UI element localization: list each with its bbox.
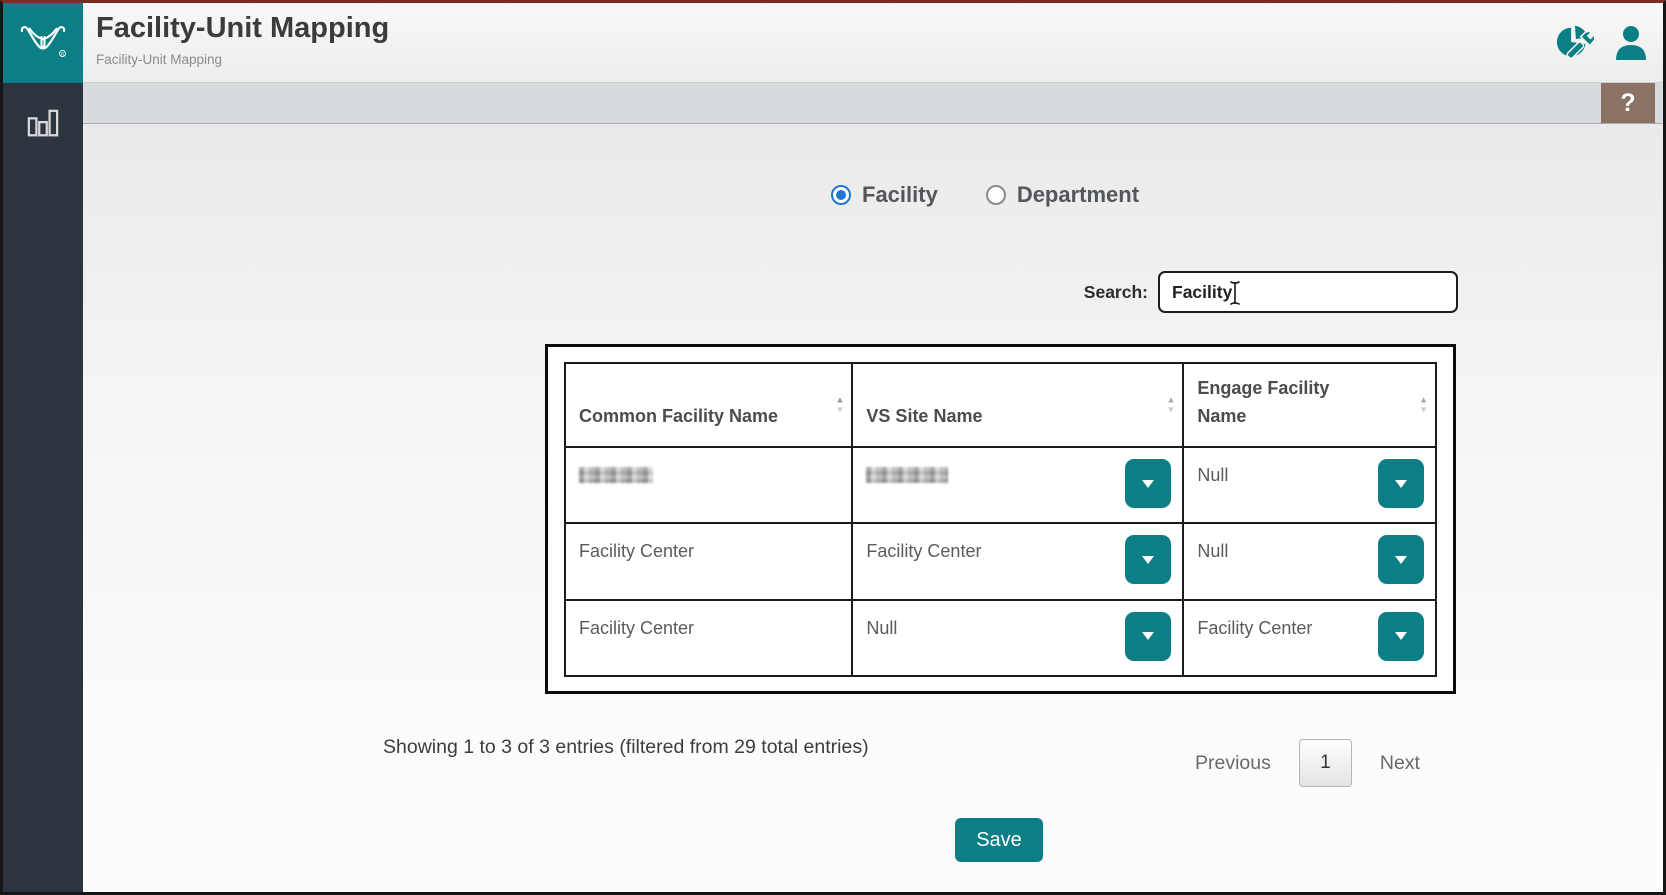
radio-option-facility[interactable]: Facility — [831, 182, 938, 208]
reports-tools-icon[interactable] — [1552, 21, 1596, 65]
search-label: Search: — [1083, 282, 1148, 302]
table-row: Facility Center Null Facility Center — [563, 598, 1437, 678]
chevron-down-icon — [1395, 632, 1407, 641]
radio-department[interactable] — [985, 185, 1006, 205]
svg-text:R: R — [61, 51, 65, 56]
save-button[interactable]: Save — [955, 818, 1043, 862]
pagination: Previous 1 Next — [1195, 739, 1420, 787]
chevron-down-icon — [1142, 632, 1155, 641]
vs-site-dropdown-button[interactable] — [1125, 459, 1172, 508]
breadcrumb: Facility-Unit Mapping — [96, 52, 223, 67]
main-content: Facility Department Search: — [83, 124, 1663, 892]
cell-engage-facility-name: Facility Center — [1182, 598, 1437, 678]
mode-selector: Facility Department — [831, 182, 1139, 208]
column-header-common-facility-name[interactable]: Common Facility Name ▲ ▼ — [563, 362, 854, 448]
table-header-row: Common Facility Name ▲ ▼ VS Site Name ▲ ▼ … — [563, 362, 1437, 448]
table-row: Facility Center Facility Center Null — [563, 522, 1437, 601]
column-header-engage-facility-name[interactable]: Engage Facility Name ▲ ▼ — [1182, 362, 1437, 448]
table-row: Null — [563, 445, 1437, 525]
search-input[interactable] — [1158, 271, 1458, 313]
page-number-button[interactable]: 1 — [1298, 739, 1352, 787]
cell-common-facility-name: Facility Center — [563, 522, 854, 601]
radio-facility-label: Facility — [862, 182, 938, 207]
redacted-text — [866, 467, 949, 483]
engage-facility-dropdown-button[interactable] — [1378, 611, 1424, 661]
sort-icons[interactable]: ▲ ▼ — [1166, 394, 1176, 415]
next-page-button[interactable]: Next — [1379, 751, 1420, 774]
header-titles: Facility-Unit Mapping Facility-Unit Mapp… — [96, 12, 389, 67]
sort-desc-icon[interactable]: ▼ — [1166, 404, 1176, 415]
user-profile-icon[interactable] — [1614, 24, 1648, 62]
cell-engage-facility-name: Null — [1182, 522, 1437, 601]
page-title: Facility-Unit Mapping — [96, 12, 390, 44]
chevron-down-icon — [1142, 479, 1155, 488]
chevron-down-icon — [1142, 555, 1155, 564]
sort-asc-icon[interactable]: ▲ — [1166, 394, 1176, 405]
radio-facility[interactable] — [831, 185, 851, 205]
previous-page-button[interactable]: Previous — [1195, 751, 1271, 774]
sort-desc-icon[interactable]: ▼ — [1419, 404, 1428, 415]
header-bar: R Facility-Unit Mapping Facility-Unit Ma… — [3, 3, 1663, 83]
cell-common-facility-name — [563, 445, 854, 525]
sort-icons[interactable]: ▲ ▼ — [835, 394, 845, 415]
brand-logo[interactable]: R — [3, 3, 83, 83]
cell-vs-site-name: Null — [851, 598, 1185, 678]
mapping-table: Common Facility Name ▲ ▼ VS Site Name ▲ ▼ … — [563, 362, 1437, 678]
sort-asc-icon[interactable]: ▲ — [835, 394, 845, 405]
table-info-text: Showing 1 to 3 of 3 entries (filtered fr… — [383, 736, 869, 758]
help-button[interactable]: ? — [1601, 83, 1655, 123]
sort-desc-icon[interactable]: ▼ — [835, 404, 845, 415]
chevron-down-icon — [1395, 555, 1407, 564]
sort-asc-icon[interactable]: ▲ — [1419, 394, 1428, 405]
chevron-down-icon — [1395, 479, 1407, 488]
vs-site-dropdown-button[interactable] — [1125, 611, 1172, 661]
secondary-toolbar: ? — [83, 83, 1663, 124]
column-header-vs-site-name[interactable]: VS Site Name ▲ ▼ — [851, 362, 1185, 448]
mapping-table-container: Common Facility Name ▲ ▼ VS Site Name ▲ ▼ … — [545, 344, 1456, 694]
logo-w-icon: R — [20, 26, 66, 57]
redacted-text — [579, 467, 653, 483]
cell-engage-facility-name: Null — [1182, 445, 1437, 525]
vs-site-dropdown-button[interactable] — [1125, 535, 1172, 585]
engage-facility-dropdown-button[interactable] — [1378, 459, 1424, 508]
radio-option-department[interactable]: Department — [985, 182, 1140, 208]
engage-facility-dropdown-button[interactable] — [1378, 535, 1424, 585]
cell-vs-site-name — [851, 445, 1185, 525]
sidebar — [3, 83, 83, 892]
sort-icons[interactable]: ▲ ▼ — [1419, 394, 1428, 415]
cell-common-facility-name: Facility Center — [563, 598, 854, 678]
cell-vs-site-name: Facility Center — [851, 522, 1185, 601]
header-actions — [1552, 21, 1648, 65]
radio-department-label: Department — [1016, 182, 1140, 207]
bar-chart-icon[interactable] — [27, 105, 59, 143]
